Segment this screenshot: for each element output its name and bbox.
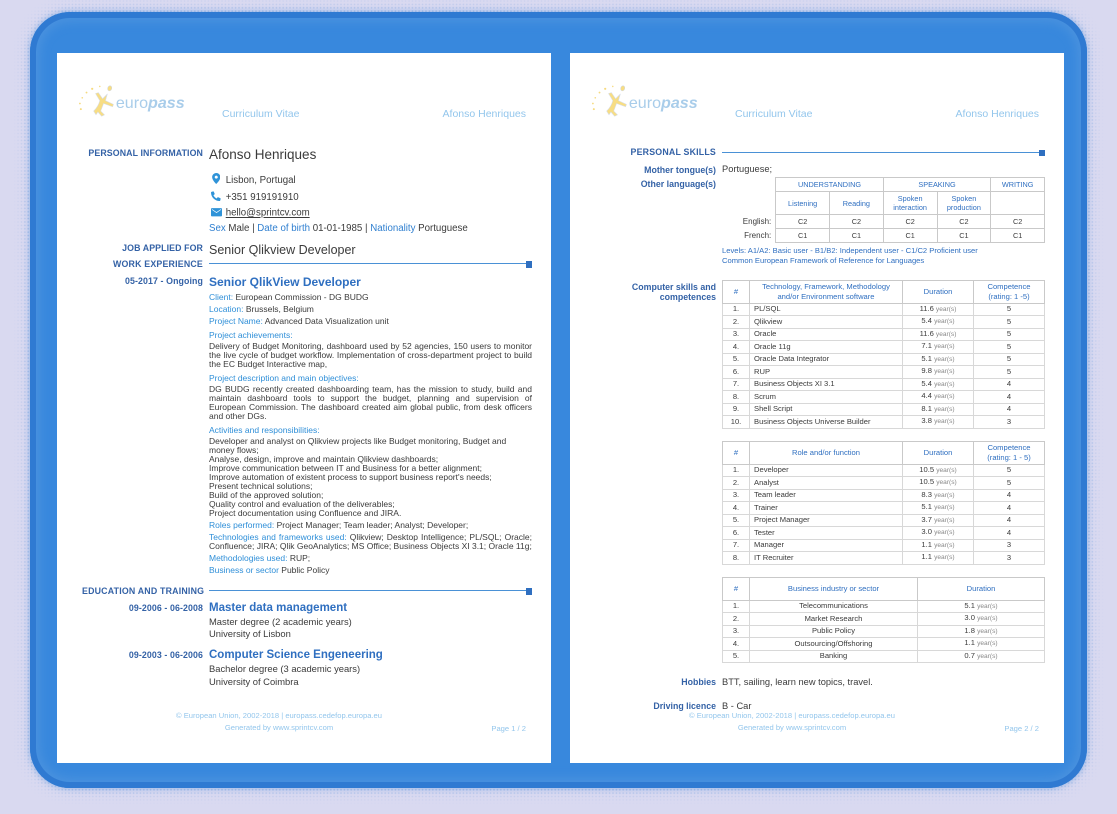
svg-text:europass: europass	[629, 94, 698, 112]
svg-text:europass: europass	[116, 94, 185, 112]
